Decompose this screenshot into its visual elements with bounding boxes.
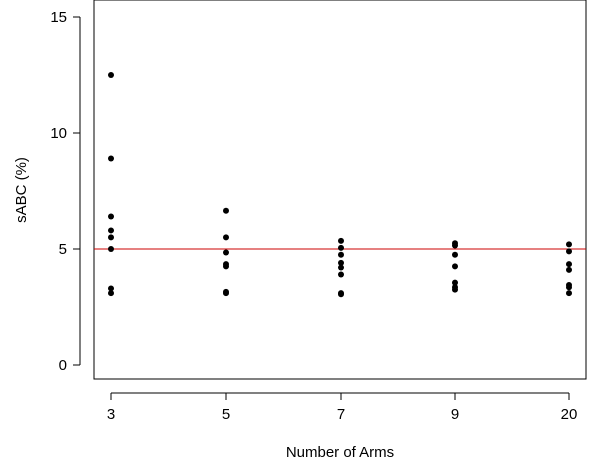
x-tick-label: 9 — [451, 406, 459, 423]
data-point — [338, 244, 344, 251]
data-point — [452, 251, 458, 258]
x-tick-label: 20 — [561, 406, 578, 423]
data-point — [108, 155, 114, 162]
x-tick-label: 5 — [222, 406, 230, 423]
data-point — [108, 213, 114, 220]
data-point — [338, 264, 344, 271]
data-point — [223, 263, 229, 270]
data-point — [338, 291, 344, 298]
data-point — [452, 286, 458, 293]
x-tick-label: 3 — [107, 406, 115, 423]
data-point — [108, 72, 114, 78]
x-axis-title: Number of Arms — [286, 444, 394, 461]
data-point — [566, 261, 572, 268]
y-tick-label: 15 — [50, 9, 67, 26]
data-point — [566, 266, 572, 273]
data-point — [338, 251, 344, 258]
data-point — [338, 237, 344, 244]
data-point — [452, 242, 458, 249]
y-axis: 0 5 10 15 — [50, 9, 81, 374]
data-point — [223, 290, 229, 297]
data-point — [566, 241, 572, 248]
data-point — [108, 285, 114, 292]
x-tick-label: 7 — [337, 406, 345, 423]
y-tick-label: 0 — [59, 357, 67, 374]
data-point — [338, 271, 344, 278]
data-point — [566, 248, 572, 255]
x-axis: 3 5 7 9 20 — [107, 392, 578, 423]
y-axis-title: sABC (%) — [13, 157, 30, 223]
data-point — [566, 290, 572, 297]
data-point — [108, 227, 114, 234]
data-point — [452, 279, 458, 286]
data-point — [223, 207, 229, 214]
data-point — [223, 234, 229, 241]
y-tick-label: 5 — [59, 241, 67, 258]
data-point — [108, 246, 114, 252]
data-point — [108, 290, 114, 297]
data-points — [108, 72, 572, 298]
data-point — [108, 234, 114, 241]
data-point — [223, 249, 229, 256]
plot-frame — [93, 0, 587, 380]
y-tick-label: 10 — [50, 125, 67, 142]
data-point — [452, 263, 458, 270]
data-point — [566, 284, 572, 291]
data-point — [338, 259, 344, 266]
